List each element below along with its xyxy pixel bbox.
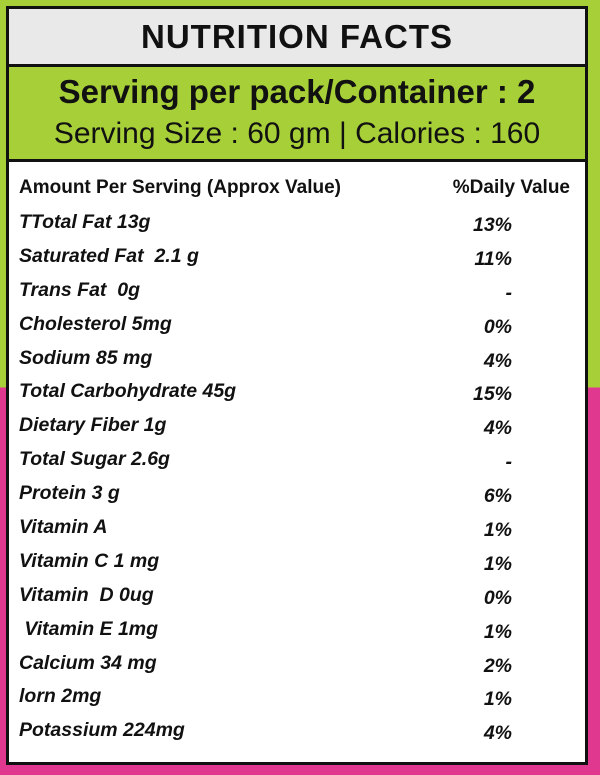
nutrient-name: lorn 2mg [19, 685, 102, 708]
column-header-amount: Amount Per Serving (Approx Value) [19, 177, 341, 198]
daily-value: 1% [483, 552, 512, 575]
daily-value: - [505, 451, 513, 474]
table-row: Vitamin C 1 mg 1% [19, 550, 575, 584]
daily-value: 4% [483, 349, 512, 372]
serving-per-pack: Serving per pack/Container : 2 [58, 73, 536, 110]
daily-value: 0% [483, 586, 512, 609]
daily-value: 13% [472, 214, 512, 236]
nutrient-name: Total Carbohydrate 45g [19, 380, 237, 403]
daily-value: 11% [474, 247, 512, 270]
nutrient-name: Vitamin D 0ug [19, 583, 154, 606]
title-bar: NUTRITION FACTS [9, 9, 585, 67]
daily-value: 4% [483, 722, 512, 745]
daily-value: 2% [483, 654, 512, 677]
table-row: Vitamin A 1% [19, 516, 575, 550]
table-row: Total Carbohydrate 45g 15% [19, 380, 575, 414]
table-row: Potassium 224mg 4% [19, 719, 575, 753]
nutrient-name: Cholesterol 5mg [19, 312, 172, 335]
nutrient-name: Dietary Fiber 1g [19, 414, 167, 437]
daily-value: 4% [483, 417, 512, 440]
table-row: Sodium 85 mg 4% [19, 347, 575, 381]
table-row: Protein 3 g 6% [19, 482, 575, 516]
daily-value: 15% [472, 383, 512, 406]
table-row: Total Sugar 2.6g - [19, 448, 575, 482]
table-header: Amount Per Serving (Approx Value) %Daily… [19, 177, 575, 203]
serving-size-calories: Serving Size : 60 gm | Calories : 160 [53, 117, 541, 150]
table-row: Saturated Fat 2.1 g 11% [19, 245, 575, 279]
daily-value: - [505, 281, 513, 304]
nutrition-facts-panel: NUTRITION FACTS Serving per pack/Contain… [6, 6, 588, 765]
nutrient-name: Vitamin A [19, 516, 108, 539]
nutrient-list: TTotal Fat 13g 13% Saturated Fat 2.1 g 11% T… [19, 211, 575, 753]
daily-value: 1% [483, 688, 512, 711]
nutrient-name: Calcium 34 mg [19, 651, 157, 674]
page-title: NUTRITION FACTS [141, 17, 453, 55]
column-header-daily-value: %Daily Value [452, 177, 570, 198]
nutrient-name: Saturated Fat 2.1 g [19, 244, 199, 267]
table-row: Vitamin D 0ug 0% [19, 584, 575, 618]
nutrient-name: Vitamin E 1mg [19, 617, 159, 640]
serving-info-bar: Serving per pack/Container : 2 Serving S… [9, 67, 585, 162]
table-row: TTotal Fat 13g 13% [19, 211, 575, 245]
table-row: Vitamin E 1mg 1% [19, 618, 575, 652]
table-row: lorn 2mg 1% [19, 685, 575, 719]
daily-value: 1% [483, 620, 512, 643]
nutrient-name: Trans Fat 0g [19, 278, 141, 301]
nutrient-name: Protein 3 g [19, 482, 120, 505]
table-row: Calcium 34 mg 2% [19, 652, 575, 686]
table-row: Trans Fat 0g - [19, 279, 575, 313]
nutrient-name: Vitamin C 1 mg [19, 549, 160, 572]
nutrient-name: Total Sugar 2.6g [19, 448, 170, 471]
table-row: Cholesterol 5mg 0% [19, 313, 575, 347]
nutrient-name: Potassium 224mg [19, 719, 185, 742]
daily-value: 6% [483, 485, 512, 508]
nutrient-name: Sodium 85 mg [19, 346, 153, 369]
daily-value: 1% [483, 519, 512, 542]
nutrient-name: TTotal Fat 13g [19, 211, 151, 233]
daily-value: 0% [483, 315, 512, 338]
table-row: Dietary Fiber 1g 4% [19, 414, 575, 448]
